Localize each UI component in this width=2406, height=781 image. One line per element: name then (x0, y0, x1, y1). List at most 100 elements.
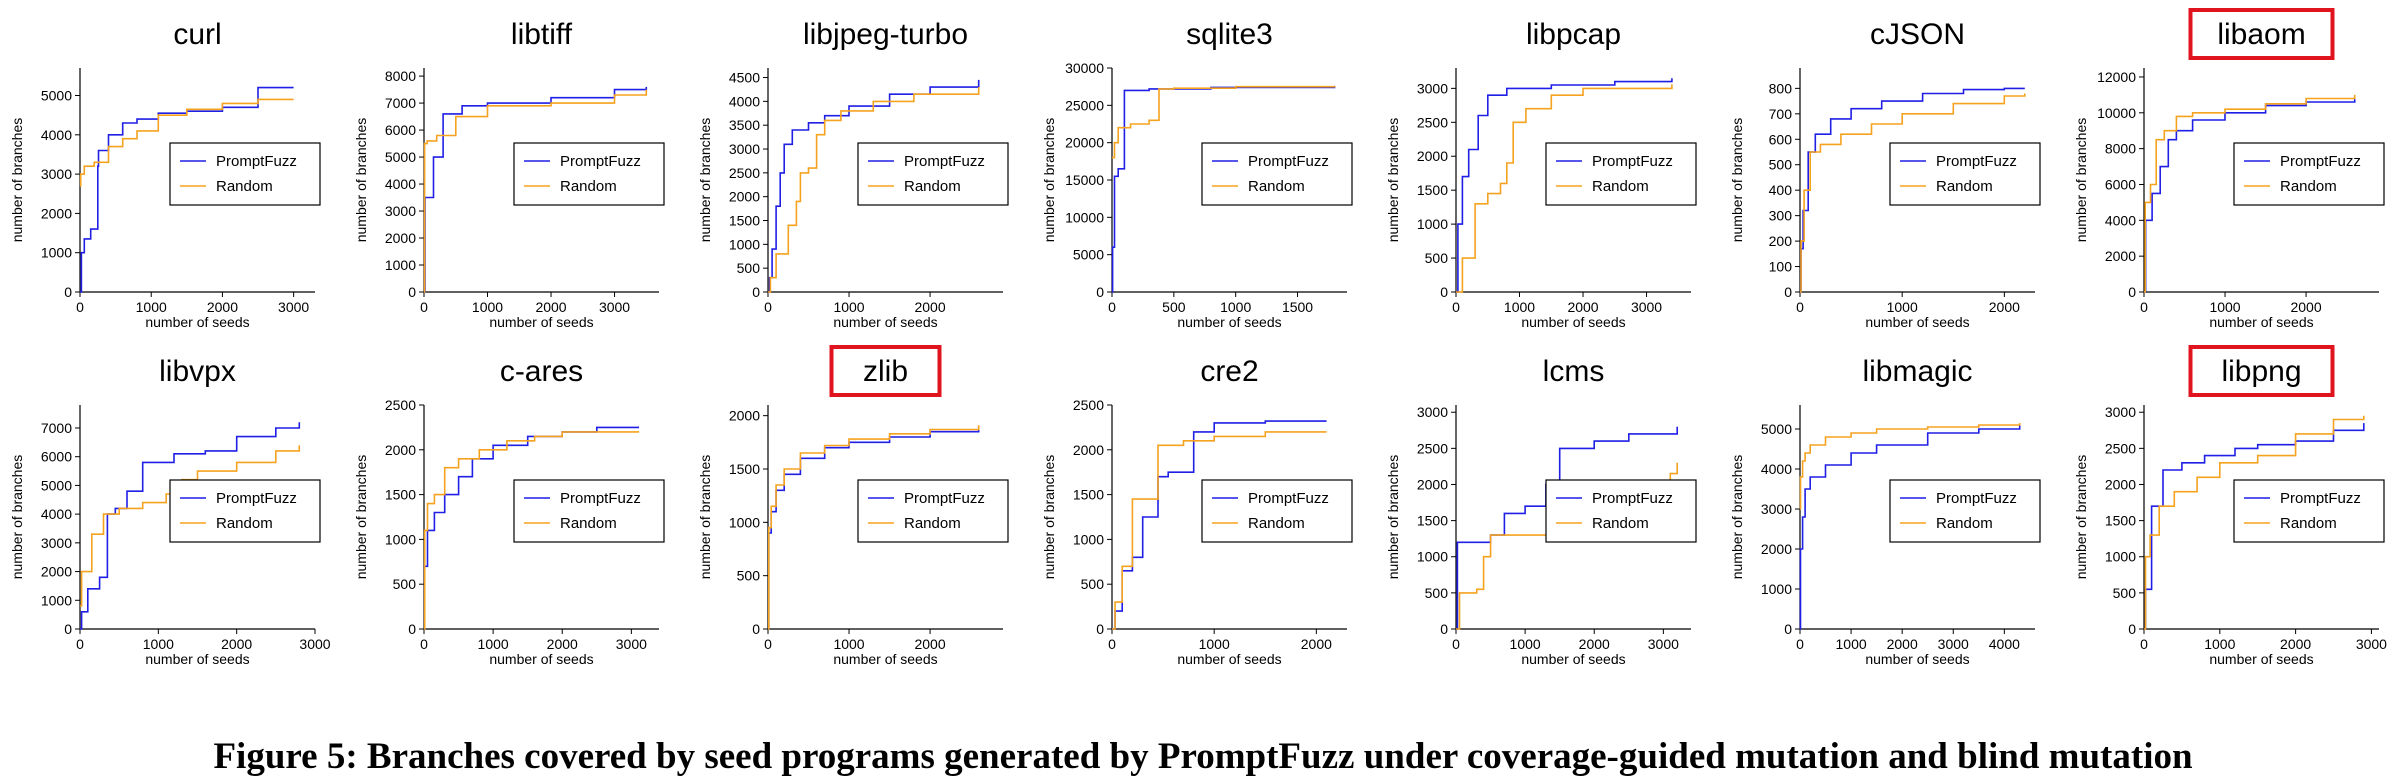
x-tick-label: 2000 (2280, 636, 2311, 652)
y-tick-label: 2000 (2105, 476, 2136, 492)
legend-box (1201, 479, 1353, 543)
y-axis-label: number of branches (1729, 118, 1745, 243)
y-tick-label: 1000 (385, 257, 416, 273)
y-tick-label: 1000 (41, 245, 72, 261)
chart-title: libpcap (1526, 18, 1621, 51)
y-tick-label: 1000 (729, 236, 760, 252)
chart-libmagic: libmagic 0 1000 2000 3000 4000 5000 0 1000 2000 30… (1729, 355, 2041, 667)
y-axis-label: number of branches (2073, 455, 2089, 580)
y-tick-label: 0 (752, 621, 760, 637)
legend-label: PromptFuzz (1592, 490, 1673, 507)
series-line-random (2144, 415, 2365, 630)
highlight-box (2188, 8, 2335, 60)
chart-libpcap: libpcap 0 500 1000 1500 2000 2500 3000 0 1000 2000… (1385, 18, 1697, 330)
series-line-random (1799, 423, 2021, 510)
legend-label: Random (1248, 515, 1305, 532)
chart-libvpx: libvpx 0 1000 2000 3000 4000 5000 6000 7000 0 1000… (9, 355, 331, 667)
series-line-random (1456, 84, 1673, 293)
legend-label: Random (2280, 515, 2337, 532)
y-tick-label: 20000 (1065, 135, 1104, 151)
legend-label: PromptFuzz (1936, 153, 2017, 170)
y-tick-label: 300 (1769, 208, 1793, 224)
x-tick-label: 3000 (2356, 636, 2387, 652)
series-line-promptfuzz (768, 79, 980, 293)
y-axis-label: number of branches (9, 118, 25, 243)
legend-label: PromptFuzz (1936, 490, 2017, 507)
y-tick-label: 2000 (1417, 148, 1448, 164)
y-tick-label: 5000 (41, 477, 72, 493)
legend-label: Random (1592, 515, 1649, 532)
legend-label: Random (904, 515, 961, 532)
series-line-random (768, 425, 980, 630)
legend-label: PromptFuzz (1248, 153, 1329, 170)
x-axis-label: number of seeds (2209, 651, 2313, 667)
y-tick-label: 0 (1440, 284, 1448, 300)
chart-title: sqlite3 (1186, 18, 1273, 51)
chart-title: libpng (2221, 355, 2301, 388)
x-axis-label: number of seeds (833, 314, 937, 330)
y-tick-label: 1500 (2105, 513, 2136, 529)
x-tick-label: 3000 (599, 299, 630, 315)
x-axis-label: number of seeds (1177, 314, 1281, 330)
y-tick-label: 2000 (1417, 476, 1448, 492)
y-tick-label: 4000 (2105, 212, 2136, 228)
legend-label: PromptFuzz (2280, 153, 2361, 170)
y-tick-label: 1000 (2105, 549, 2136, 565)
x-axis-label: number of seeds (1177, 651, 1281, 667)
legend-label: Random (560, 178, 617, 195)
x-axis-label: number of seeds (1521, 314, 1625, 330)
chart-title: c-ares (500, 355, 583, 388)
x-tick-label: 2000 (535, 299, 566, 315)
series-line-promptfuzz (1456, 426, 1678, 630)
y-tick-label: 2000 (385, 442, 416, 458)
x-tick-label: 0 (1108, 636, 1116, 652)
y-tick-label: 800 (1769, 80, 1793, 96)
legend-box (2233, 479, 2385, 543)
x-tick-label: 3000 (1938, 636, 1969, 652)
x-tick-label: 0 (764, 636, 772, 652)
chart-title: cJSON (1870, 18, 1965, 51)
legend-box (1545, 142, 1697, 206)
x-tick-label: 2000 (1567, 299, 1598, 315)
chart-title: libmagic (1862, 355, 1972, 388)
y-tick-label: 3000 (1417, 80, 1448, 96)
y-tick-label: 1500 (729, 461, 760, 477)
legend-box (857, 142, 1009, 206)
y-tick-label: 4000 (1761, 461, 1792, 477)
x-axis-label: number of seeds (145, 314, 249, 330)
x-tick-label: 0 (764, 299, 772, 315)
y-tick-label: 0 (64, 284, 72, 300)
legend-label: PromptFuzz (2280, 490, 2361, 507)
y-tick-label: 2500 (1417, 114, 1448, 130)
chart-libpng: libpng 0 500 1000 1500 2000 2500 3000 0 1000 2000 3… (2073, 345, 2387, 667)
x-tick-label: 0 (76, 636, 84, 652)
y-tick-label: 15000 (1065, 172, 1104, 188)
x-tick-label: 2000 (2290, 299, 2321, 315)
y-axis-label: number of branches (697, 118, 713, 243)
y-tick-label: 4000 (41, 127, 72, 143)
y-tick-label: 500 (1425, 250, 1449, 266)
chart-title: cre2 (1200, 355, 1258, 388)
y-tick-label: 1000 (1073, 531, 1104, 547)
y-tick-label: 500 (1769, 157, 1793, 173)
y-tick-label: 3000 (729, 141, 760, 157)
legend-label: PromptFuzz (1592, 153, 1673, 170)
x-axis-label: number of seeds (1865, 651, 1969, 667)
y-axis-label: number of branches (697, 455, 713, 580)
y-tick-label: 6000 (385, 122, 416, 138)
x-tick-label: 1000 (833, 636, 864, 652)
y-tick-label: 4000 (385, 176, 416, 192)
y-axis-label: number of branches (1729, 455, 1745, 580)
x-tick-label: 3000 (616, 636, 647, 652)
y-tick-label: 2000 (41, 564, 72, 580)
chart-libtiff: libtiff 0 1000 2000 3000 4000 5000 6000 7000 8000… (353, 18, 665, 330)
y-tick-label: 3000 (385, 203, 416, 219)
y-tick-label: 5000 (41, 88, 72, 104)
chart-libaom: libaom 0 2000 4000 6000 8000 10000 12000 0 1000 20… (2073, 8, 2385, 330)
y-tick-label: 2000 (41, 205, 72, 221)
y-tick-label: 7000 (41, 420, 72, 436)
y-tick-label: 3000 (1417, 404, 1448, 420)
